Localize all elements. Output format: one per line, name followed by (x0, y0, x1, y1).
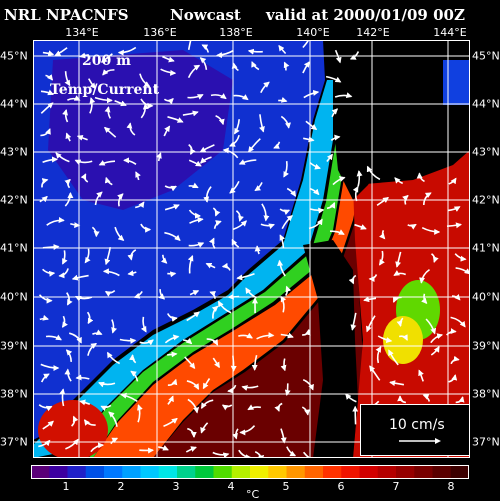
colorbar-swatch (268, 465, 287, 479)
lat-label-44-left: 44°N (0, 98, 28, 111)
colorbar-swatch (177, 465, 196, 479)
depth-label: 200 m (82, 53, 131, 69)
lat-label-41-left: 41°N (0, 242, 28, 255)
colorbar-tick-3: 3 (173, 480, 180, 493)
colorbar-swatch (433, 465, 452, 479)
current-arrow (40, 319, 48, 320)
lat-label-40-right: 40°N (472, 291, 500, 304)
valid-time: valid at 2000/01/09 00Z (266, 6, 465, 24)
colorbar-swatch (250, 465, 269, 479)
current-arrow (167, 354, 176, 355)
colorbar-swatch (323, 465, 342, 479)
lon-label-134: 134°E (65, 26, 98, 39)
temperature-colorbar (31, 465, 469, 479)
lat-label-42-left: 42°N (0, 194, 28, 207)
field-label: Temp/Current (50, 82, 159, 98)
colorbar-tick-5: 5 (283, 480, 290, 493)
colorbar-tick-1: 1 (63, 480, 70, 493)
current-arrow (278, 100, 286, 101)
colorbar-swatch (159, 465, 178, 479)
current-arrow (233, 356, 234, 371)
lat-label-38-left: 38°N (0, 388, 28, 401)
current-arrow (229, 297, 239, 298)
colorbar-swatch (104, 465, 123, 479)
colorbar-swatch (195, 465, 214, 479)
product-type: Nowcast (170, 6, 241, 24)
lat-label-45-right: 45°N (472, 50, 500, 63)
colorbar-tick-4: 4 (228, 480, 235, 493)
colorbar-swatch (214, 465, 233, 479)
colorbar-swatch (141, 465, 160, 479)
temperature-current-map (33, 40, 470, 458)
colorbar-tick-2: 2 (118, 480, 125, 493)
colorbar-swatch (341, 465, 360, 479)
colorbar-tick-8: 8 (448, 480, 455, 493)
colorbar-swatch (305, 465, 324, 479)
colorbar-swatch (68, 465, 87, 479)
lat-label-45-left: 45°N (0, 50, 28, 63)
colorbar-swatch (86, 465, 105, 479)
model-name: NRL NPACNFS (4, 6, 129, 24)
colorbar-swatch (232, 465, 251, 479)
current-arrow (284, 359, 285, 371)
lon-label-144: 144°E (433, 26, 466, 39)
lat-label-39-right: 39°N (472, 340, 500, 353)
lat-label-41-right: 41°N (472, 242, 500, 255)
colorbar-swatch (31, 465, 50, 479)
lat-label-44-right: 44°N (472, 98, 500, 111)
lat-label-37-left: 37°N (0, 436, 28, 449)
colorbar-swatch (122, 465, 141, 479)
lat-label-43-left: 43°N (0, 146, 28, 159)
colorbar-tick-7: 7 (393, 480, 400, 493)
reference-vector-box: 10 cm/s (360, 404, 470, 456)
warm-eddy-sw (38, 400, 108, 458)
lat-label-37-right: 37°N (472, 436, 500, 449)
sea-of-okhotsk-corner (443, 60, 470, 105)
colorbar-swatch (451, 465, 469, 479)
colorbar-swatch (414, 465, 433, 479)
lon-label-138: 138°E (219, 26, 252, 39)
lat-label-43-right: 43°N (472, 146, 500, 159)
colorbar-swatch (396, 465, 415, 479)
lon-label-142: 142°E (356, 26, 389, 39)
colorbar-unit: °C (246, 488, 259, 501)
colorbar-swatch (360, 465, 379, 479)
colorbar-tick-6: 6 (338, 480, 345, 493)
lon-label-136: 136°E (143, 26, 176, 39)
colorbar-swatch (378, 465, 397, 479)
colorbar-swatch (49, 465, 68, 479)
colorbar-swatch (287, 465, 306, 479)
lon-label-140: 140°E (296, 26, 329, 39)
lat-label-42-right: 42°N (472, 194, 500, 207)
reference-vector-arrow (361, 405, 469, 455)
lat-label-39-left: 39°N (0, 340, 28, 353)
lat-label-38-right: 38°N (472, 388, 500, 401)
lat-label-40-left: 40°N (0, 291, 28, 304)
